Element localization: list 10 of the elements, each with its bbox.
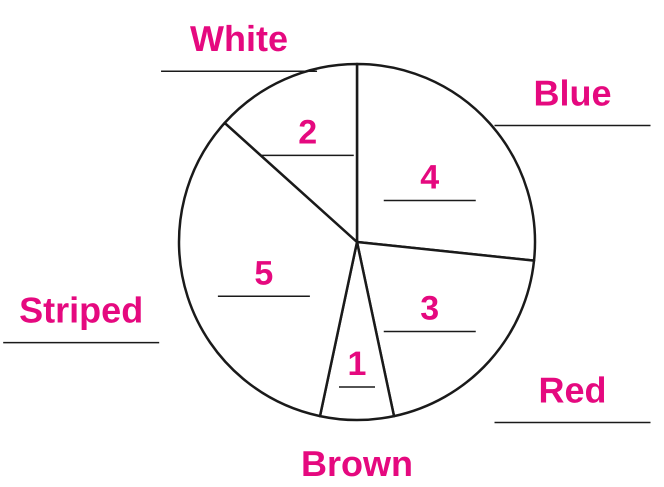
- slice-label: Striped: [19, 290, 144, 331]
- slice-label: Brown: [301, 443, 413, 484]
- slice-label: Blue: [534, 72, 612, 114]
- data-label: 3: [420, 290, 440, 328]
- data-label: 2: [298, 113, 318, 152]
- slice-label: Red: [538, 370, 607, 411]
- slice-label: White: [190, 18, 288, 60]
- data-label: 1: [348, 345, 366, 384]
- data-label: 5: [254, 254, 274, 292]
- data-label: 4: [420, 158, 440, 196]
